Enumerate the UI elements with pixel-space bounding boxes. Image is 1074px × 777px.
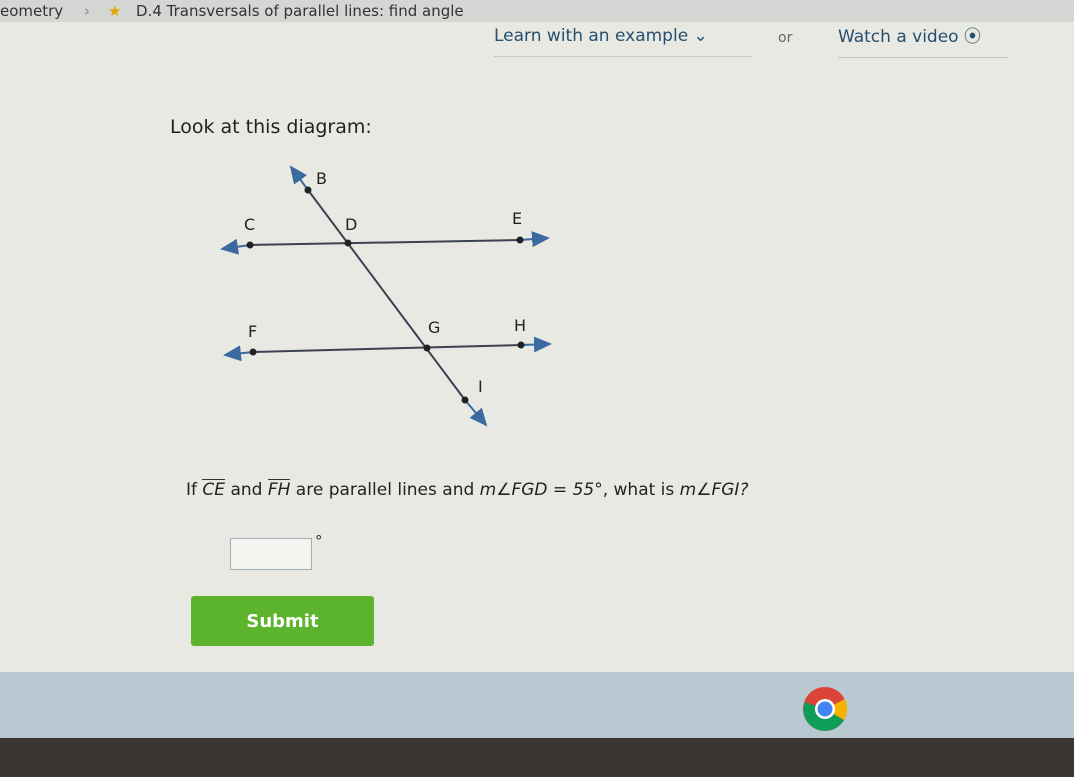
point-label: B <box>316 169 327 188</box>
arrow <box>220 238 251 255</box>
diagram: B C D E F G H I <box>220 165 552 427</box>
submit-button[interactable]: Submit <box>191 596 374 646</box>
point <box>304 186 312 194</box>
learn-example-text: Learn with an example <box>494 26 689 46</box>
star-icon: ★ <box>108 2 122 20</box>
arrow <box>519 231 550 248</box>
line-name: CE <box>202 479 226 500</box>
point-label: G <box>428 318 440 337</box>
point-label: I <box>478 377 483 396</box>
arrow <box>289 165 309 191</box>
point-label: D <box>345 215 357 234</box>
point <box>423 344 431 352</box>
point-label: H <box>514 316 526 335</box>
arrow <box>520 336 552 353</box>
question-text: are parallel lines and <box>295 480 475 500</box>
transversal <box>307 189 466 401</box>
submit-text: Submit <box>246 610 319 632</box>
target-angle: m∠FGI? <box>679 480 749 500</box>
question-text: If <box>186 480 197 500</box>
point <box>517 341 525 349</box>
degree-unit: ° <box>315 532 323 550</box>
arrow <box>464 399 488 427</box>
watch-video-text: Watch a video <box>838 27 959 47</box>
breadcrumb-bar: eometry › ★ D.4 Transversals of parallel… <box>0 0 1074 22</box>
point <box>516 236 524 244</box>
answer-input[interactable] <box>230 538 312 570</box>
question: If CE and FH are parallel lines and m∠FG… <box>186 479 749 500</box>
prompt: Look at this diagram: <box>170 116 372 138</box>
chrome-icon[interactable] <box>800 684 850 734</box>
given-angle: m∠FGD = 55° <box>479 480 603 500</box>
learn-example-link[interactable]: Learn with an example ⌄ <box>494 26 752 57</box>
question-text: and <box>230 480 263 500</box>
line-ce <box>249 239 521 246</box>
point-label: F <box>248 322 257 341</box>
point <box>461 396 469 404</box>
monitor-bezel <box>0 738 1074 777</box>
point-label: C <box>244 215 255 234</box>
or-text: or <box>778 30 793 46</box>
breadcrumb-separator: › <box>84 2 90 20</box>
point <box>344 239 352 247</box>
breadcrumb-skill: D.4 Transversals of parallel lines: find… <box>136 2 464 20</box>
point <box>246 241 254 249</box>
question-text: , what is <box>602 480 675 500</box>
taskbar <box>0 672 1074 738</box>
line-name: FH <box>267 479 291 500</box>
point <box>249 348 257 356</box>
line-fh <box>252 344 522 353</box>
breadcrumb-subject[interactable]: eometry <box>0 2 64 20</box>
watch-video-link[interactable]: Watch a video ⦿ <box>838 22 1008 58</box>
point-label: E <box>512 209 522 228</box>
arrow <box>223 345 254 362</box>
